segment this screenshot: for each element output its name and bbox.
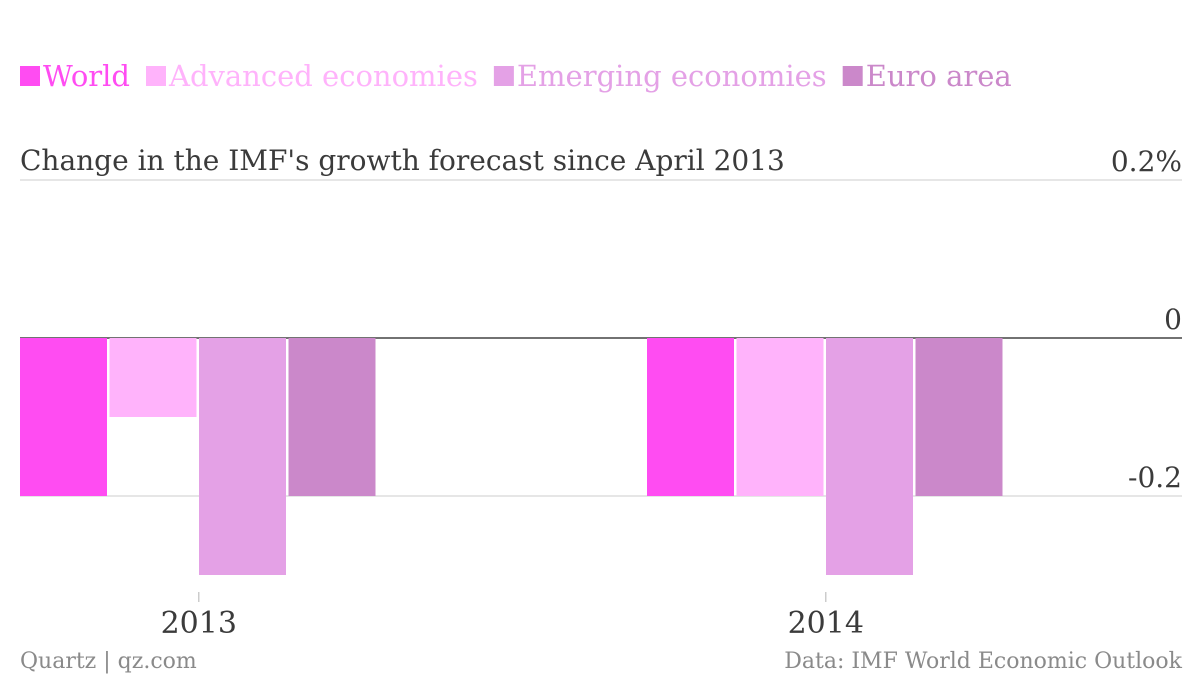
legend-swatch-1 — [146, 66, 166, 86]
chart-title: Change in the IMF's growth forecast sinc… — [20, 144, 785, 177]
bar-2014-0 — [647, 338, 734, 496]
data-source: Data: IMF World Economic Outlook — [784, 649, 1182, 674]
bar-2013-2 — [199, 338, 286, 575]
category-label-1: 2014 — [788, 606, 864, 641]
bar-2013-3 — [288, 338, 376, 496]
bar-2014-1 — [736, 338, 824, 496]
chart-legend: World Advanced economies Emerging economie… — [20, 59, 1012, 93]
legend-label-0: World — [43, 59, 130, 93]
legend-label-3: Euro area — [866, 59, 1012, 93]
legend-label-2: Emerging economies — [517, 59, 827, 93]
category-label-0: 2013 — [161, 606, 237, 641]
bar-2014-2 — [826, 338, 913, 575]
y-tick-label-1: 0 — [1164, 303, 1182, 336]
y-tick-labels: 0.2% 0 -0.2 — [1111, 145, 1182, 494]
legend-swatch-3 — [842, 66, 863, 86]
bar-2014-3 — [915, 338, 1003, 496]
x-tick-marks — [198, 592, 827, 602]
bar-2013-1 — [109, 338, 197, 417]
y-tick-label-2: -0.2 — [1128, 461, 1182, 494]
y-tick-label-0: 0.2% — [1111, 145, 1182, 178]
legend-swatch-2 — [493, 66, 514, 86]
bar-2013-0 — [20, 338, 107, 496]
chart-bars — [20, 338, 1003, 575]
legend-label-1: Advanced economies — [168, 59, 478, 93]
x-category-labels: 2013 2014 — [161, 606, 864, 641]
source-credit: Quartz | qz.com — [20, 649, 197, 674]
legend-swatch-0 — [20, 66, 40, 86]
